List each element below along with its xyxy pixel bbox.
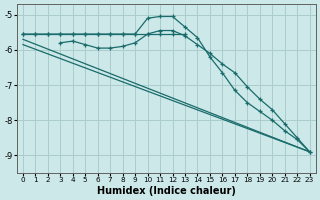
X-axis label: Humidex (Indice chaleur): Humidex (Indice chaleur) (97, 186, 236, 196)
